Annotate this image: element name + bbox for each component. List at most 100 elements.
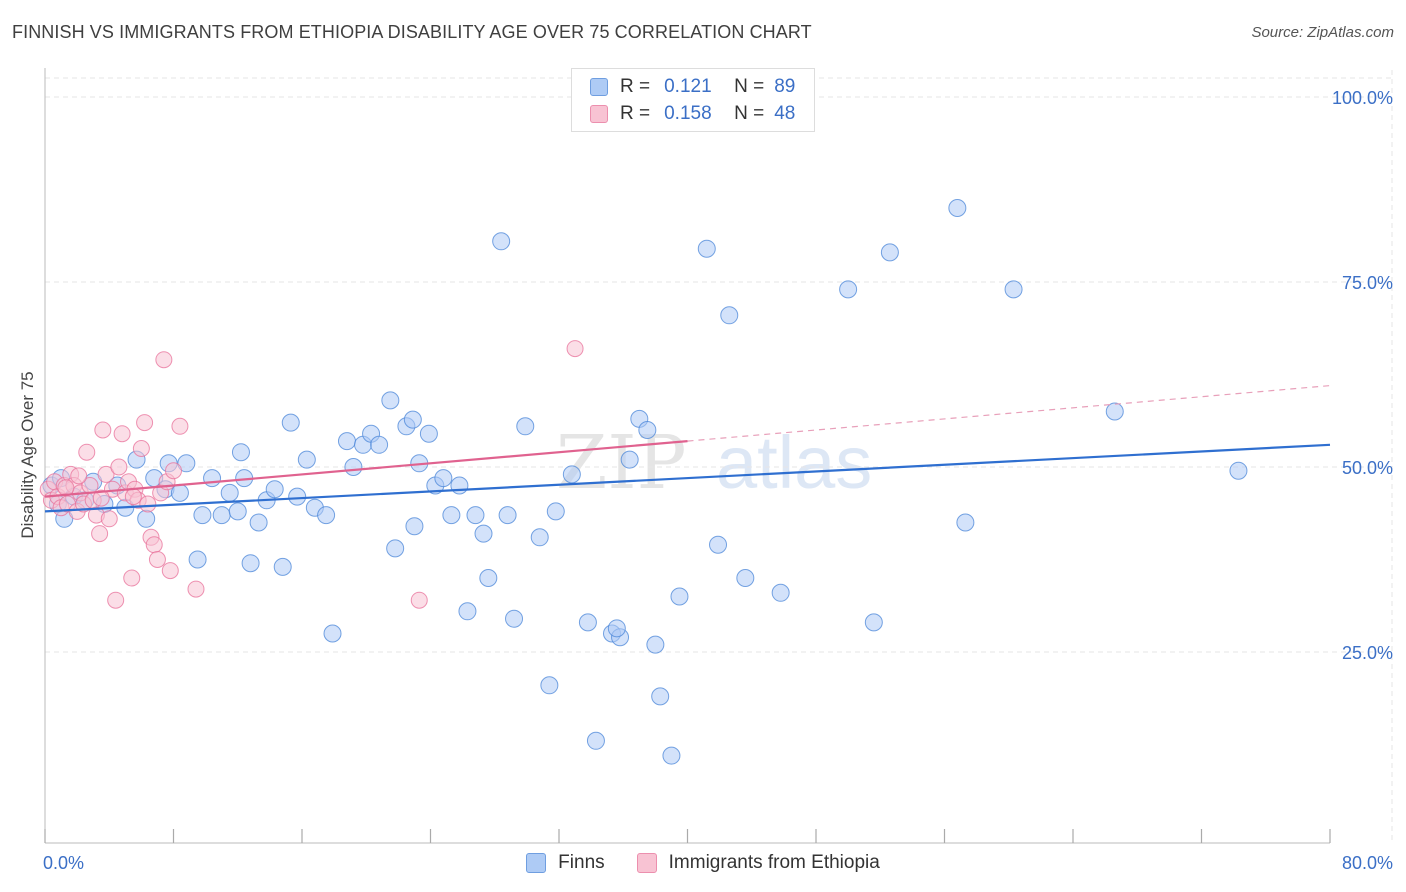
finns-point — [586, 731, 605, 750]
finns-point — [337, 432, 356, 451]
ethiopia-point — [155, 351, 173, 369]
ethiopia-point — [94, 421, 112, 439]
finns-point — [405, 517, 424, 536]
finns-legend-swatch — [526, 853, 547, 873]
ethiopia-trendline — [44, 440, 688, 498]
finns-point — [474, 524, 493, 543]
finns-point — [880, 243, 899, 262]
ethiopia-legend-swatch — [636, 853, 657, 873]
finns-n-label: N = — [734, 76, 765, 97]
y-tick-label: 50.0% — [1342, 458, 1393, 478]
x-tick-label: 80.0% — [1342, 853, 1393, 873]
finns-point — [530, 528, 549, 547]
finns-r-label: R = — [620, 76, 651, 97]
finns-point — [419, 424, 438, 443]
finns-trendline — [44, 443, 1331, 513]
finns-point — [638, 421, 657, 439]
ethiopia-point — [97, 465, 115, 483]
correlation-legend: R = 0.121 N = 89 R = 0.158 N = 48 — [571, 68, 815, 132]
finns-point — [839, 280, 858, 299]
finns-point — [249, 513, 268, 532]
finns-point — [498, 506, 517, 525]
finns-point — [651, 687, 670, 706]
finns-point — [177, 454, 196, 473]
finns-point — [709, 535, 728, 554]
finns-point — [1229, 461, 1248, 480]
ethiopia-point — [145, 536, 163, 554]
finns-point — [273, 557, 292, 576]
finns-point — [442, 506, 461, 525]
finns-point — [736, 569, 755, 587]
finns-point — [450, 476, 469, 495]
ethiopia-point — [110, 458, 128, 476]
ethiopia-point — [123, 569, 141, 587]
finns-point — [492, 232, 511, 251]
finns-point — [203, 469, 222, 488]
ethiopia-r-value: 0.158 — [664, 103, 712, 124]
finns-point — [562, 465, 581, 484]
finns-point — [193, 506, 212, 525]
x-tick-label: 0.0% — [43, 853, 84, 873]
ethiopia-point — [187, 580, 205, 598]
finns-point — [434, 469, 453, 488]
watermark-zip: ZIP — [556, 420, 686, 506]
finns-point — [458, 602, 477, 621]
finns-point — [670, 587, 689, 606]
ethiopia-point — [161, 562, 179, 580]
finns-point — [170, 483, 189, 502]
finns-point — [607, 619, 626, 638]
finns-legend-label: Finns — [558, 852, 605, 873]
ethiopia-r-label: R = — [620, 103, 651, 124]
finns-point — [646, 635, 665, 654]
ethiopia-point — [165, 462, 182, 480]
ethiopia-point — [410, 591, 428, 609]
y-tick-label: 75.0% — [1342, 273, 1393, 293]
finns-point — [370, 435, 389, 454]
ethiopia-point — [91, 525, 109, 543]
finns-point — [228, 502, 247, 521]
legend-row-finns: R = 0.121 N = 89 — [590, 75, 795, 99]
ethiopia-point — [566, 340, 584, 358]
finns-point — [516, 417, 535, 436]
finns-point — [479, 569, 498, 587]
finns-point — [344, 458, 363, 476]
finns-point — [323, 624, 342, 643]
ethiopia-swatch — [590, 105, 608, 123]
finns-point — [188, 550, 207, 569]
ethiopia-point — [124, 488, 142, 506]
ethiopia-point — [92, 489, 110, 507]
finns-point — [546, 502, 565, 521]
finns-point — [948, 199, 967, 217]
finns-point — [956, 513, 975, 532]
finns-point — [1105, 402, 1124, 421]
ethiopia-point — [132, 440, 150, 457]
finns-swatch — [590, 78, 608, 96]
ethiopia-n-label: N = — [734, 103, 765, 124]
finns-point — [288, 487, 307, 506]
finns-point — [578, 613, 597, 632]
finns-point — [231, 443, 250, 462]
ethiopia-point — [171, 417, 189, 435]
ethiopia-point — [78, 443, 96, 461]
finns-point — [540, 676, 559, 695]
legend-item-finns[interactable]: Finns — [526, 852, 605, 874]
ethiopia-point — [139, 495, 157, 513]
finns-point — [1004, 280, 1023, 299]
finns-point — [466, 506, 485, 525]
finns-point — [864, 613, 883, 632]
points-layer — [39, 199, 1248, 765]
finns-point — [771, 583, 790, 602]
ethiopia-point — [107, 591, 125, 609]
series-legend: Finns Immigrants from Ethiopia — [0, 852, 1406, 874]
finns-point — [220, 483, 239, 502]
finns-n-value: 89 — [774, 76, 796, 97]
chart-title: FINNISH VS IMMIGRANTS FROM ETHIOPIA DISA… — [12, 22, 812, 42]
legend-item-ethiopia[interactable]: Immigrants from Ethiopia — [636, 852, 880, 874]
ethiopia-point — [70, 467, 88, 485]
ethiopia-trendline-extension — [687, 385, 1331, 442]
finns-point — [697, 239, 716, 258]
finns-point — [403, 410, 422, 429]
finns-r-value: 0.121 — [664, 76, 712, 97]
ethiopia-n-value: 48 — [774, 103, 796, 124]
